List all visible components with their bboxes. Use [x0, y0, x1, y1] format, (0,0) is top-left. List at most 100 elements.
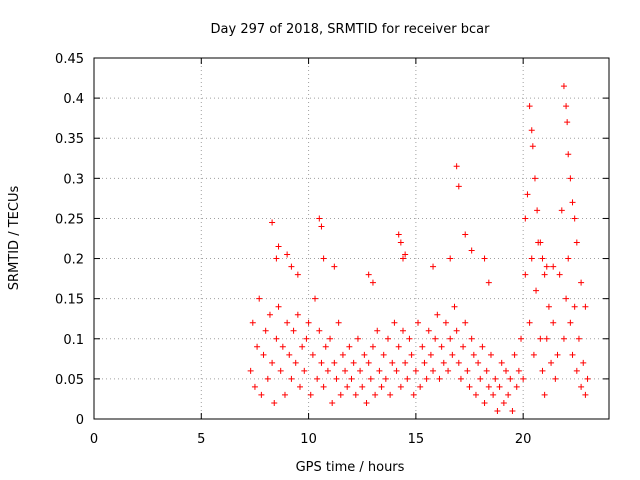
data-point — [520, 375, 527, 382]
data-point — [571, 303, 578, 310]
data-point — [580, 359, 587, 366]
data-point — [288, 375, 295, 382]
data-point — [417, 383, 424, 390]
data-point — [309, 351, 316, 358]
data-point — [477, 375, 484, 382]
data-point — [352, 391, 359, 398]
data-point — [432, 335, 439, 342]
data-point — [384, 335, 391, 342]
y-axis-label: SRMTID / TECUs — [7, 186, 22, 291]
data-point — [391, 319, 398, 326]
data-point — [462, 231, 469, 238]
data-point — [376, 367, 383, 374]
data-point — [286, 351, 293, 358]
data-point — [513, 383, 520, 390]
data-point — [389, 359, 396, 366]
data-point — [357, 367, 364, 374]
data-point — [314, 375, 321, 382]
data-point — [260, 351, 267, 358]
data-point — [410, 391, 417, 398]
data-point — [518, 335, 525, 342]
data-point — [359, 383, 366, 390]
y-tick-label: 0.2 — [63, 253, 84, 268]
data-point — [541, 391, 548, 398]
data-point — [531, 175, 538, 182]
data-point — [460, 343, 467, 350]
y-tick-label: 0.05 — [55, 373, 84, 388]
data-point — [515, 367, 522, 374]
data-point — [445, 367, 452, 374]
data-point — [395, 343, 402, 350]
data-point — [318, 223, 325, 230]
x-tick-label: 15 — [408, 432, 425, 447]
data-point — [365, 359, 372, 366]
data-point — [526, 319, 533, 326]
data-point — [425, 327, 432, 334]
data-point — [453, 327, 460, 334]
data-point — [447, 335, 454, 342]
data-point — [485, 279, 492, 286]
data-point — [290, 327, 297, 334]
data-point — [524, 191, 531, 198]
data-point — [382, 375, 389, 382]
data-point — [468, 247, 475, 254]
data-point — [468, 335, 475, 342]
data-point — [395, 231, 402, 238]
data-point — [528, 127, 535, 134]
data-point — [335, 319, 342, 326]
data-point — [470, 351, 477, 358]
data-point — [543, 335, 550, 342]
data-point — [367, 375, 374, 382]
data-point — [294, 271, 301, 278]
data-point — [423, 375, 430, 382]
data-point — [369, 343, 376, 350]
data-point — [294, 311, 301, 318]
data-point — [496, 383, 503, 390]
data-point — [329, 399, 336, 406]
data-point — [284, 251, 291, 258]
data-point — [269, 359, 276, 366]
data-point — [529, 143, 536, 150]
data-point — [494, 407, 501, 414]
x-axis-label: GPS time / hours — [296, 460, 405, 475]
data-point — [297, 383, 303, 390]
data-point — [430, 367, 437, 374]
data-point — [485, 383, 492, 390]
data-point — [451, 303, 458, 310]
data-point — [337, 391, 344, 398]
data-point — [569, 351, 576, 358]
data-point — [387, 391, 394, 398]
data-point — [273, 335, 280, 342]
data-point — [299, 343, 306, 350]
data-point — [262, 327, 269, 334]
data-point — [346, 343, 353, 350]
data-point — [402, 251, 409, 258]
x-tick-label: 20 — [515, 432, 532, 447]
data-point — [254, 343, 261, 350]
data-point — [400, 255, 406, 262]
data-point — [550, 263, 557, 270]
data-point — [575, 335, 582, 342]
data-point — [552, 375, 559, 382]
data-point — [363, 399, 370, 406]
data-point — [412, 367, 419, 374]
data-point — [275, 303, 282, 310]
data-point — [348, 375, 355, 382]
data-point — [251, 383, 258, 390]
axis-ticks — [93, 57, 609, 420]
y-tick-label: 0.45 — [55, 52, 84, 67]
data-point — [565, 151, 572, 158]
data-point — [339, 351, 346, 358]
data-point — [427, 351, 434, 358]
data-point — [301, 367, 308, 374]
data-point — [565, 255, 572, 262]
data-point — [393, 367, 400, 374]
data-point — [271, 399, 278, 406]
data-point — [567, 175, 574, 182]
data-point — [342, 367, 349, 374]
data-point — [402, 359, 409, 366]
data-point — [573, 239, 580, 246]
y-tick-label: 0.15 — [55, 293, 84, 308]
data-point — [430, 263, 437, 270]
